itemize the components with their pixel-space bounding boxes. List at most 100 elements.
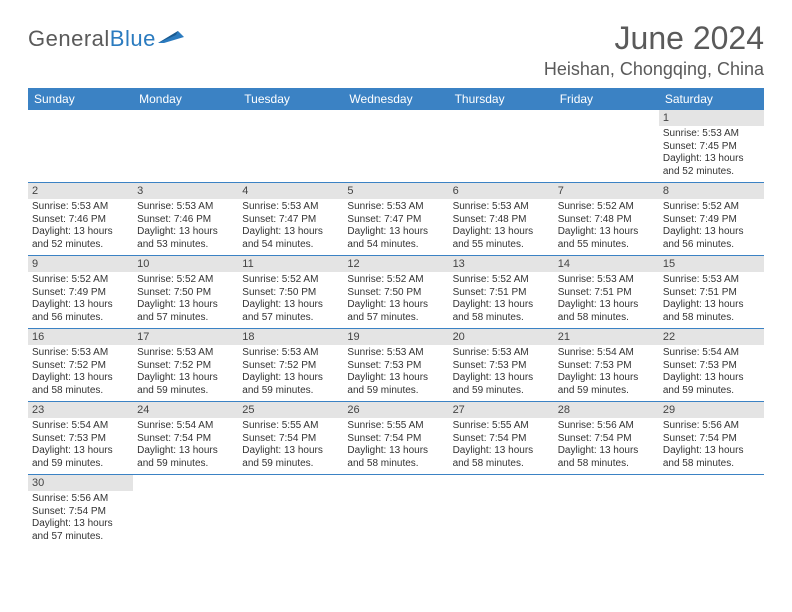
daylight-text: Daylight: 13 hours and 54 minutes. [242,226,339,251]
day-info-cell: Sunrise: 5:53 AMSunset: 7:47 PMDaylight:… [343,199,448,256]
day-number-cell: 2 [28,183,133,200]
daylight-text: Daylight: 13 hours and 57 minutes. [242,299,339,324]
day-number-cell: 29 [659,402,764,419]
sunrise-text: Sunrise: 5:56 AM [32,493,129,506]
day-info-row: Sunrise: 5:53 AMSunset: 7:52 PMDaylight:… [28,345,764,402]
day-info-cell: Sunrise: 5:54 AMSunset: 7:53 PMDaylight:… [659,345,764,402]
day-info-cell [449,491,554,547]
day-info-cell: Sunrise: 5:55 AMSunset: 7:54 PMDaylight:… [343,418,448,475]
daylight-text: Daylight: 13 hours and 52 minutes. [663,153,760,178]
daylight-text: Daylight: 13 hours and 57 minutes. [347,299,444,324]
day-info-cell: Sunrise: 5:55 AMSunset: 7:54 PMDaylight:… [449,418,554,475]
day-number-cell: 15 [659,256,764,273]
daylight-text: Daylight: 13 hours and 55 minutes. [453,226,550,251]
day-number-cell: 8 [659,183,764,200]
day-info-cell [343,126,448,183]
sunrise-text: Sunrise: 5:53 AM [242,201,339,214]
logo-text-blue: Blue [110,26,156,51]
daylight-text: Daylight: 13 hours and 58 minutes. [663,445,760,470]
daylight-text: Daylight: 13 hours and 59 minutes. [558,372,655,397]
day-number-cell: 6 [449,183,554,200]
sunset-text: Sunset: 7:53 PM [558,360,655,373]
sunset-text: Sunset: 7:51 PM [453,287,550,300]
sunrise-text: Sunrise: 5:52 AM [663,201,760,214]
day-info-cell: Sunrise: 5:56 AMSunset: 7:54 PMDaylight:… [659,418,764,475]
logo-text: GeneralBlue [28,26,156,52]
sunset-text: Sunset: 7:46 PM [32,214,129,227]
location: Heishan, Chongqing, China [544,59,764,80]
daylight-text: Daylight: 13 hours and 56 minutes. [32,299,129,324]
sunset-text: Sunset: 7:53 PM [663,360,760,373]
day-info-cell [238,126,343,183]
day-info-cell: Sunrise: 5:53 AMSunset: 7:46 PMDaylight:… [133,199,238,256]
flag-icon [158,29,184,47]
sunrise-text: Sunrise: 5:55 AM [347,420,444,433]
day-number-cell [133,110,238,126]
day-info-cell [133,491,238,547]
day-info-row: Sunrise: 5:52 AMSunset: 7:49 PMDaylight:… [28,272,764,329]
sunset-text: Sunset: 7:47 PM [347,214,444,227]
day-number-cell: 4 [238,183,343,200]
daylight-text: Daylight: 13 hours and 59 minutes. [663,372,760,397]
weekday-header: Tuesday [238,88,343,110]
sunset-text: Sunset: 7:52 PM [137,360,234,373]
day-number-cell [133,475,238,492]
daylight-text: Daylight: 13 hours and 57 minutes. [137,299,234,324]
sunset-text: Sunset: 7:51 PM [558,287,655,300]
calendar-body: 1Sunrise: 5:53 AMSunset: 7:45 PMDaylight… [28,110,764,547]
day-info-cell: Sunrise: 5:56 AMSunset: 7:54 PMDaylight:… [28,491,133,547]
sunrise-text: Sunrise: 5:52 AM [137,274,234,287]
sunrise-text: Sunrise: 5:52 AM [558,201,655,214]
day-info-cell [28,126,133,183]
day-number-cell: 22 [659,329,764,346]
sunrise-text: Sunrise: 5:56 AM [663,420,760,433]
sunrise-text: Sunrise: 5:55 AM [453,420,550,433]
day-number-cell: 5 [343,183,448,200]
daylight-text: Daylight: 13 hours and 59 minutes. [32,445,129,470]
day-info-cell [659,491,764,547]
day-number-cell [449,475,554,492]
day-number-cell: 13 [449,256,554,273]
day-number-cell: 28 [554,402,659,419]
day-info-cell: Sunrise: 5:53 AMSunset: 7:46 PMDaylight:… [28,199,133,256]
daylight-text: Daylight: 13 hours and 57 minutes. [32,518,129,543]
day-number-cell [238,110,343,126]
day-info-cell: Sunrise: 5:53 AMSunset: 7:45 PMDaylight:… [659,126,764,183]
daylight-text: Daylight: 13 hours and 54 minutes. [347,226,444,251]
day-info-cell: Sunrise: 5:52 AMSunset: 7:50 PMDaylight:… [238,272,343,329]
header: GeneralBlue June 2024 Heishan, Chongqing… [28,20,764,80]
sunset-text: Sunset: 7:50 PM [137,287,234,300]
sunset-text: Sunset: 7:54 PM [663,433,760,446]
day-info-cell: Sunrise: 5:54 AMSunset: 7:54 PMDaylight:… [133,418,238,475]
day-info-cell [449,126,554,183]
sunset-text: Sunset: 7:47 PM [242,214,339,227]
sunset-text: Sunset: 7:54 PM [137,433,234,446]
sunrise-text: Sunrise: 5:55 AM [242,420,339,433]
sunrise-text: Sunrise: 5:54 AM [558,347,655,360]
sunset-text: Sunset: 7:52 PM [242,360,339,373]
weekday-header: Saturday [659,88,764,110]
sunrise-text: Sunrise: 5:54 AM [663,347,760,360]
calendar-header-row: SundayMondayTuesdayWednesdayThursdayFrid… [28,88,764,110]
day-number-cell [449,110,554,126]
sunrise-text: Sunrise: 5:53 AM [663,128,760,141]
sunset-text: Sunset: 7:53 PM [32,433,129,446]
day-number-row: 30 [28,475,764,492]
sunrise-text: Sunrise: 5:53 AM [137,201,234,214]
sunset-text: Sunset: 7:46 PM [137,214,234,227]
day-number-cell: 10 [133,256,238,273]
day-number-cell: 30 [28,475,133,492]
day-number-cell: 20 [449,329,554,346]
day-info-cell: Sunrise: 5:52 AMSunset: 7:50 PMDaylight:… [343,272,448,329]
sunrise-text: Sunrise: 5:53 AM [453,201,550,214]
day-number-row: 9101112131415 [28,256,764,273]
sunrise-text: Sunrise: 5:53 AM [242,347,339,360]
day-info-cell: Sunrise: 5:53 AMSunset: 7:53 PMDaylight:… [343,345,448,402]
sunrise-text: Sunrise: 5:52 AM [242,274,339,287]
sunset-text: Sunset: 7:54 PM [453,433,550,446]
sunset-text: Sunset: 7:49 PM [663,214,760,227]
sunset-text: Sunset: 7:52 PM [32,360,129,373]
sunset-text: Sunset: 7:53 PM [453,360,550,373]
sunset-text: Sunset: 7:54 PM [32,506,129,519]
logo-text-general: General [28,26,110,51]
